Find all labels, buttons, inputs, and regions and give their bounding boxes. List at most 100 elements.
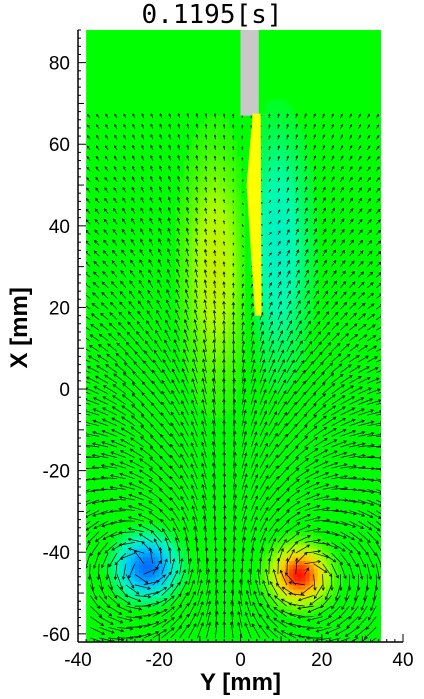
vector-head: [129, 627, 134, 631]
vector: [268, 340, 274, 352]
field-cell: [220, 127, 225, 133]
field-cell: [273, 164, 278, 170]
vector: [128, 563, 136, 579]
field-cell: [277, 160, 282, 166]
vector: [213, 320, 216, 331]
field-cell: [203, 185, 209, 190]
field-cell: [187, 360, 193, 366]
field-cell: [260, 568, 266, 574]
field-cell: [309, 274, 315, 280]
field-cell: [195, 168, 201, 174]
field-cell: [232, 246, 238, 251]
vector: [202, 389, 207, 405]
vector-head: [158, 238, 162, 242]
field-cell: [289, 274, 294, 280]
vector-head: [211, 462, 216, 466]
field-cell: [293, 564, 298, 570]
vector: [197, 569, 201, 585]
vector: [152, 370, 162, 384]
vector-head: [284, 444, 289, 449]
field-cell: [195, 189, 201, 194]
field-cell: [122, 548, 128, 553]
vector-head: [164, 339, 168, 343]
vector-head: [213, 166, 217, 169]
vector-head: [261, 254, 264, 257]
field-cell: [264, 209, 270, 215]
field-cell: [289, 111, 294, 117]
vector-head: [158, 560, 162, 564]
vector-head: [241, 340, 246, 344]
vector: [259, 496, 269, 511]
vector-head: [89, 334, 94, 338]
vector-head: [232, 156, 235, 159]
field-cell: [301, 327, 307, 333]
vector-head: [250, 302, 254, 307]
field-cell: [313, 201, 319, 207]
vector-head: [164, 558, 168, 563]
field-cell: [110, 588, 116, 594]
vector-head: [275, 582, 280, 587]
field-cell: [236, 176, 242, 182]
field-cell: [301, 609, 307, 615]
vector: [268, 400, 277, 416]
field-cell: [118, 584, 124, 590]
field-cell: [256, 560, 262, 566]
vector: [181, 506, 189, 522]
vector-head: [176, 258, 180, 263]
vector-head: [242, 377, 247, 382]
field-cell: [216, 209, 221, 215]
vector-head: [119, 620, 124, 624]
vector-head: [222, 198, 225, 202]
vector: [138, 524, 153, 533]
field-cell: [232, 319, 238, 325]
vector: [104, 177, 109, 183]
vector: [259, 321, 264, 331]
vector-head: [254, 431, 258, 436]
field-cell: [293, 189, 298, 194]
vector-head: [161, 401, 165, 406]
field-cell: [297, 189, 303, 194]
field-cell: [110, 560, 116, 566]
field-cell: [273, 593, 278, 598]
field-cell: [281, 140, 286, 145]
vector-head: [262, 368, 266, 373]
field-cell: [118, 544, 124, 549]
vector: [121, 405, 136, 416]
vector-head: [114, 363, 119, 367]
vector: [159, 176, 163, 182]
vector: [119, 552, 136, 560]
vector: [181, 379, 189, 395]
vector: [90, 616, 104, 626]
field-cell: [293, 217, 298, 223]
vector-head: [162, 528, 166, 532]
vector-head: [113, 187, 117, 191]
field-cell: [321, 540, 327, 545]
vector: [259, 454, 268, 469]
vector-head: [265, 496, 269, 501]
vector: [108, 552, 118, 567]
field-cell: [224, 189, 229, 194]
field-cell: [236, 164, 242, 170]
vector: [138, 280, 145, 289]
field-cell: [175, 262, 181, 268]
field-cell: [293, 197, 298, 202]
field-cell: [159, 572, 164, 578]
field-cell: [321, 576, 327, 582]
vector-head: [269, 210, 272, 213]
field-cell: [297, 266, 303, 272]
vector-head: [92, 408, 97, 412]
field-cell: [232, 185, 238, 190]
vector: [266, 615, 279, 628]
field-cell: [236, 234, 242, 239]
vector-head: [186, 144, 190, 148]
field-cell: [220, 197, 225, 202]
field-cell: [191, 331, 197, 337]
vector-head: [177, 133, 181, 137]
vector-head: [233, 515, 237, 520]
field-cell: [220, 356, 225, 362]
field-cell: [289, 148, 294, 153]
vector: [214, 547, 217, 564]
vector: [223, 359, 225, 373]
field-cell: [297, 164, 303, 170]
vector-head: [258, 624, 263, 629]
